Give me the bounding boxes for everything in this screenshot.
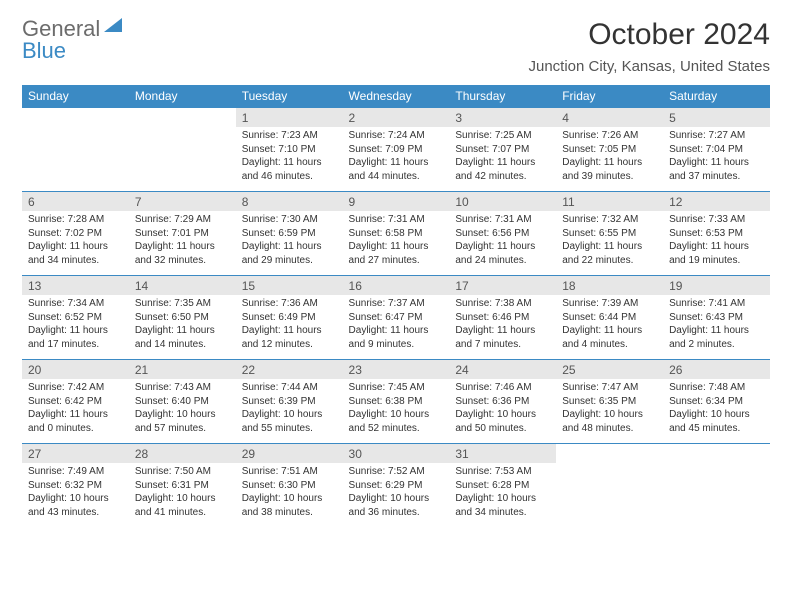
weekday-header: Friday bbox=[556, 85, 663, 108]
brand-part2: Blue bbox=[22, 38, 66, 63]
day-data-cell: Sunrise: 7:24 AMSunset: 7:09 PMDaylight:… bbox=[343, 127, 450, 192]
day-number-cell bbox=[556, 444, 663, 464]
day-number-cell: 6 bbox=[22, 192, 129, 212]
logo-text: General Blue bbox=[22, 18, 126, 62]
day-data-cell bbox=[129, 127, 236, 192]
day-number-cell: 13 bbox=[22, 276, 129, 296]
day-number-cell: 16 bbox=[343, 276, 450, 296]
day-data-cell: Sunrise: 7:25 AMSunset: 7:07 PMDaylight:… bbox=[449, 127, 556, 192]
day-data-cell: Sunrise: 7:27 AMSunset: 7:04 PMDaylight:… bbox=[663, 127, 770, 192]
day-number-cell: 23 bbox=[343, 360, 450, 380]
day-data-cell: Sunrise: 7:36 AMSunset: 6:49 PMDaylight:… bbox=[236, 295, 343, 360]
title-block: October 2024 Junction City, Kansas, Unit… bbox=[528, 18, 770, 83]
day-number-cell: 28 bbox=[129, 444, 236, 464]
day-number-cell: 1 bbox=[236, 108, 343, 128]
day-data-row: Sunrise: 7:28 AMSunset: 7:02 PMDaylight:… bbox=[22, 211, 770, 276]
weekday-header: Sunday bbox=[22, 85, 129, 108]
day-data-cell: Sunrise: 7:37 AMSunset: 6:47 PMDaylight:… bbox=[343, 295, 450, 360]
day-number-cell: 17 bbox=[449, 276, 556, 296]
day-number-cell: 3 bbox=[449, 108, 556, 128]
day-data-cell: Sunrise: 7:42 AMSunset: 6:42 PMDaylight:… bbox=[22, 379, 129, 444]
day-data-cell: Sunrise: 7:38 AMSunset: 6:46 PMDaylight:… bbox=[449, 295, 556, 360]
location-text: Junction City, Kansas, United States bbox=[528, 58, 770, 75]
day-data-cell bbox=[22, 127, 129, 192]
weekday-header-row: SundayMondayTuesdayWednesdayThursdayFrid… bbox=[22, 85, 770, 108]
day-data-cell: Sunrise: 7:26 AMSunset: 7:05 PMDaylight:… bbox=[556, 127, 663, 192]
day-data-row: Sunrise: 7:42 AMSunset: 6:42 PMDaylight:… bbox=[22, 379, 770, 444]
day-number-cell: 4 bbox=[556, 108, 663, 128]
day-number-cell bbox=[22, 108, 129, 128]
day-data-cell: Sunrise: 7:28 AMSunset: 7:02 PMDaylight:… bbox=[22, 211, 129, 276]
day-data-cell: Sunrise: 7:34 AMSunset: 6:52 PMDaylight:… bbox=[22, 295, 129, 360]
day-data-cell: Sunrise: 7:30 AMSunset: 6:59 PMDaylight:… bbox=[236, 211, 343, 276]
weekday-header: Tuesday bbox=[236, 85, 343, 108]
day-data-cell: Sunrise: 7:44 AMSunset: 6:39 PMDaylight:… bbox=[236, 379, 343, 444]
day-number-cell: 19 bbox=[663, 276, 770, 296]
day-number-cell: 30 bbox=[343, 444, 450, 464]
weekday-header: Wednesday bbox=[343, 85, 450, 108]
day-data-cell: Sunrise: 7:31 AMSunset: 6:58 PMDaylight:… bbox=[343, 211, 450, 276]
day-data-cell: Sunrise: 7:48 AMSunset: 6:34 PMDaylight:… bbox=[663, 379, 770, 444]
day-data-row: Sunrise: 7:34 AMSunset: 6:52 PMDaylight:… bbox=[22, 295, 770, 360]
day-data-cell: Sunrise: 7:49 AMSunset: 6:32 PMDaylight:… bbox=[22, 463, 129, 527]
day-data-cell: Sunrise: 7:29 AMSunset: 7:01 PMDaylight:… bbox=[129, 211, 236, 276]
day-number-cell: 14 bbox=[129, 276, 236, 296]
day-number-cell: 10 bbox=[449, 192, 556, 212]
day-data-cell: Sunrise: 7:46 AMSunset: 6:36 PMDaylight:… bbox=[449, 379, 556, 444]
month-title: October 2024 bbox=[528, 18, 770, 52]
day-number-cell: 29 bbox=[236, 444, 343, 464]
day-data-cell: Sunrise: 7:41 AMSunset: 6:43 PMDaylight:… bbox=[663, 295, 770, 360]
day-number-row: 12345 bbox=[22, 108, 770, 128]
day-data-cell: Sunrise: 7:43 AMSunset: 6:40 PMDaylight:… bbox=[129, 379, 236, 444]
day-data-cell: Sunrise: 7:23 AMSunset: 7:10 PMDaylight:… bbox=[236, 127, 343, 192]
day-number-cell: 2 bbox=[343, 108, 450, 128]
day-number-row: 20212223242526 bbox=[22, 360, 770, 380]
day-number-cell: 31 bbox=[449, 444, 556, 464]
weekday-header: Saturday bbox=[663, 85, 770, 108]
day-data-cell: Sunrise: 7:35 AMSunset: 6:50 PMDaylight:… bbox=[129, 295, 236, 360]
day-data-cell: Sunrise: 7:32 AMSunset: 6:55 PMDaylight:… bbox=[556, 211, 663, 276]
day-data-cell: Sunrise: 7:33 AMSunset: 6:53 PMDaylight:… bbox=[663, 211, 770, 276]
day-number-cell: 15 bbox=[236, 276, 343, 296]
day-number-cell: 27 bbox=[22, 444, 129, 464]
day-data-cell: Sunrise: 7:31 AMSunset: 6:56 PMDaylight:… bbox=[449, 211, 556, 276]
day-number-cell: 7 bbox=[129, 192, 236, 212]
day-number-cell: 11 bbox=[556, 192, 663, 212]
day-number-cell: 9 bbox=[343, 192, 450, 212]
day-data-cell bbox=[663, 463, 770, 527]
day-number-cell: 5 bbox=[663, 108, 770, 128]
day-number-cell: 25 bbox=[556, 360, 663, 380]
day-data-cell: Sunrise: 7:47 AMSunset: 6:35 PMDaylight:… bbox=[556, 379, 663, 444]
day-number-cell bbox=[129, 108, 236, 128]
header: General Blue October 2024 Junction City,… bbox=[22, 18, 770, 83]
day-number-cell: 20 bbox=[22, 360, 129, 380]
day-number-cell: 26 bbox=[663, 360, 770, 380]
day-data-cell bbox=[556, 463, 663, 527]
day-number-cell: 22 bbox=[236, 360, 343, 380]
day-data-cell: Sunrise: 7:50 AMSunset: 6:31 PMDaylight:… bbox=[129, 463, 236, 527]
day-number-cell bbox=[663, 444, 770, 464]
logo-flag-icon bbox=[104, 18, 126, 34]
day-data-cell: Sunrise: 7:39 AMSunset: 6:44 PMDaylight:… bbox=[556, 295, 663, 360]
weekday-header: Monday bbox=[129, 85, 236, 108]
day-number-cell: 24 bbox=[449, 360, 556, 380]
day-data-row: Sunrise: 7:23 AMSunset: 7:10 PMDaylight:… bbox=[22, 127, 770, 192]
day-number-cell: 18 bbox=[556, 276, 663, 296]
day-number-cell: 12 bbox=[663, 192, 770, 212]
day-number-row: 6789101112 bbox=[22, 192, 770, 212]
day-number-row: 2728293031 bbox=[22, 444, 770, 464]
brand-logo: General Blue bbox=[22, 18, 126, 62]
day-data-cell: Sunrise: 7:53 AMSunset: 6:28 PMDaylight:… bbox=[449, 463, 556, 527]
day-data-cell: Sunrise: 7:52 AMSunset: 6:29 PMDaylight:… bbox=[343, 463, 450, 527]
day-number-row: 13141516171819 bbox=[22, 276, 770, 296]
day-number-cell: 8 bbox=[236, 192, 343, 212]
day-data-cell: Sunrise: 7:45 AMSunset: 6:38 PMDaylight:… bbox=[343, 379, 450, 444]
day-number-cell: 21 bbox=[129, 360, 236, 380]
day-data-cell: Sunrise: 7:51 AMSunset: 6:30 PMDaylight:… bbox=[236, 463, 343, 527]
calendar-table: SundayMondayTuesdayWednesdayThursdayFrid… bbox=[22, 85, 770, 527]
day-data-row: Sunrise: 7:49 AMSunset: 6:32 PMDaylight:… bbox=[22, 463, 770, 527]
weekday-header: Thursday bbox=[449, 85, 556, 108]
